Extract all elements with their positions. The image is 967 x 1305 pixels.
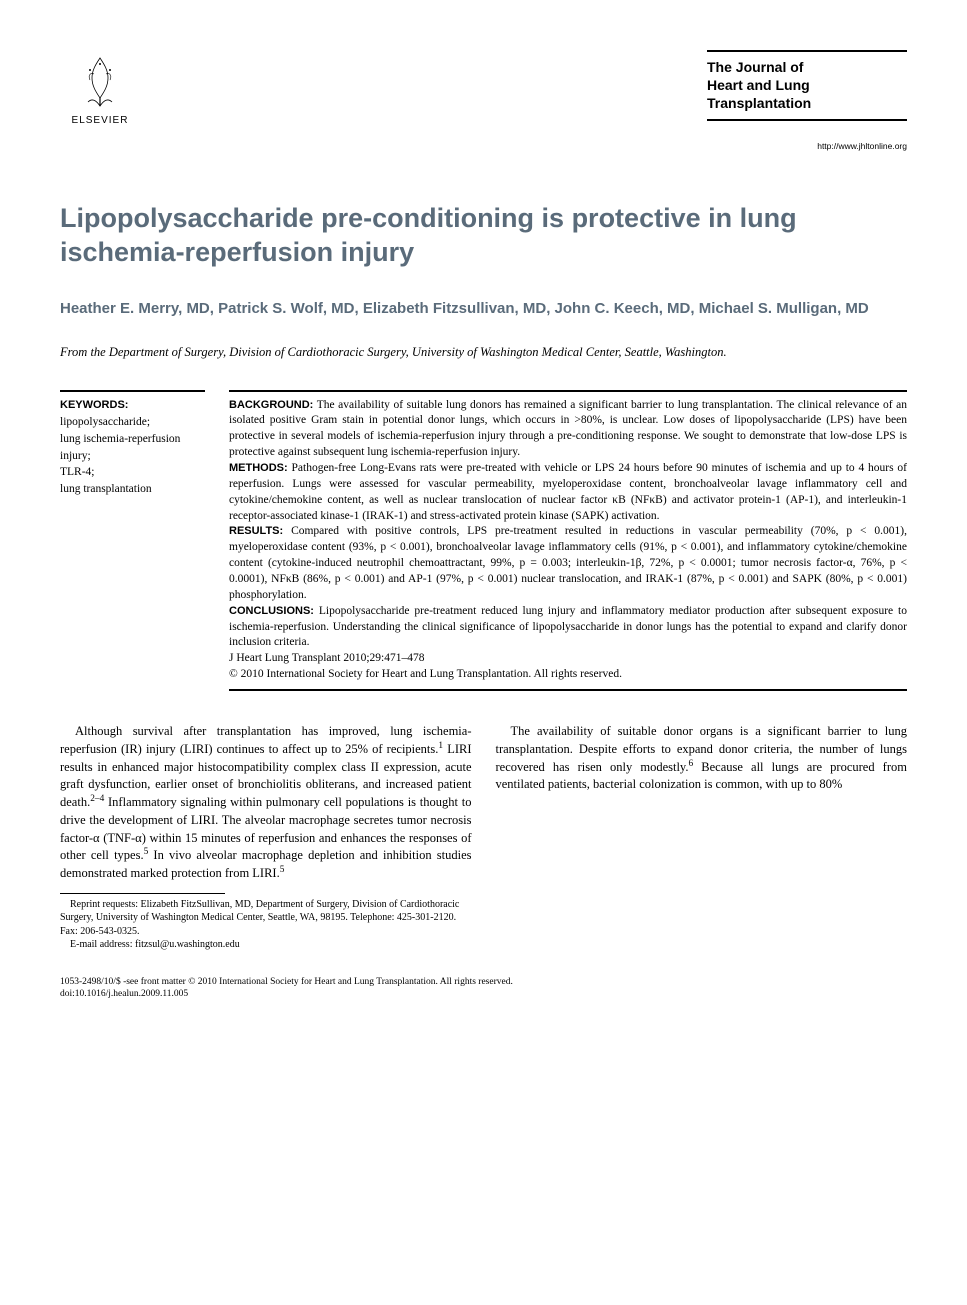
publisher-logo: ELSEVIER: [60, 50, 140, 128]
body-text: Although survival after transplantation …: [60, 723, 907, 952]
keywords-column: KEYWORDS: lipopolysaccharide; lung ische…: [60, 390, 205, 691]
body-p1a: Although survival after transplantation …: [60, 724, 472, 756]
footnotes: Reprint requests: Elizabeth FitzSullivan…: [60, 898, 472, 952]
email-label: E-mail address:: [70, 939, 135, 950]
reprint-request: Reprint requests: Elizabeth FitzSullivan…: [60, 898, 472, 939]
journal-name-line1: The Journal of: [707, 59, 803, 75]
author-list: Heather E. Merry, MD, Patrick S. Wolf, M…: [60, 298, 907, 321]
results-label: RESULTS:: [229, 525, 283, 537]
footnote-separator: [60, 893, 225, 894]
abstract-citation: J Heart Lung Transplant 2010;29:471–478: [229, 651, 907, 667]
abstract-block: KEYWORDS: lipopolysaccharide; lung ische…: [60, 390, 907, 691]
affiliation: From the Department of Surgery, Division…: [60, 344, 907, 362]
methods-text: Pathogen-free Long-Evans rats were pre-t…: [229, 462, 907, 522]
journal-masthead: The Journal of Heart and Lung Transplant…: [707, 50, 907, 152]
abstract-column: BACKGROUND: The availability of suitable…: [229, 390, 907, 691]
author-email[interactable]: fitzsul@u.washington.edu: [135, 939, 240, 950]
background-text: The availability of suitable lung donors…: [229, 399, 907, 459]
page-header: ELSEVIER The Journal of Heart and Lung T…: [60, 50, 907, 152]
article-title: Lipopolysaccharide pre-conditioning is p…: [60, 202, 907, 270]
results-text: Compared with positive controls, LPS pre…: [229, 525, 907, 600]
journal-name-line3: Transplantation: [707, 95, 811, 111]
conclusions-text: Lipopolysaccharide pre-treatment reduced…: [229, 605, 907, 649]
background-label: BACKGROUND:: [229, 399, 313, 411]
issn-copyright: 1053-2498/10/$ -see front matter © 2010 …: [60, 976, 907, 988]
elsevier-tree-icon: [70, 50, 130, 110]
keywords-label: KEYWORDS:: [60, 398, 205, 413]
journal-url[interactable]: http://www.jhltonline.org: [707, 141, 907, 152]
methods-label: METHODS:: [229, 462, 288, 474]
front-matter-footer: 1053-2498/10/$ -see front matter © 2010 …: [60, 976, 907, 1001]
conclusions-label: CONCLUSIONS:: [229, 605, 314, 617]
abstract-copyright: © 2010 International Society for Heart a…: [229, 667, 907, 683]
publisher-name: ELSEVIER: [72, 114, 129, 128]
doi: doi:10.1016/j.healun.2009.11.005: [60, 988, 907, 1000]
ref-2-4[interactable]: 2–4: [90, 794, 104, 804]
journal-name-line2: Heart and Lung: [707, 77, 810, 93]
keywords-list: lipopolysaccharide; lung ischemia-reperf…: [60, 414, 205, 497]
ref-5b[interactable]: 5: [280, 865, 285, 875]
